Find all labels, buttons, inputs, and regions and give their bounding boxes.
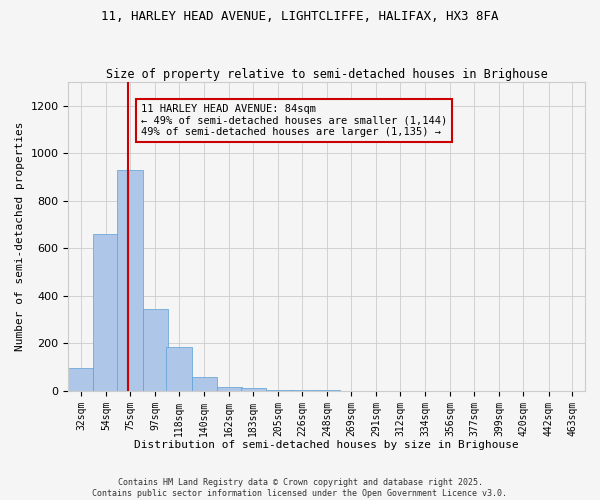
Bar <box>118 170 143 391</box>
Bar <box>217 388 242 391</box>
Y-axis label: Number of semi-detached properties: Number of semi-detached properties <box>15 122 25 352</box>
Bar <box>68 368 94 391</box>
Title: Size of property relative to semi-detached houses in Brighouse: Size of property relative to semi-detach… <box>106 68 548 81</box>
Text: 11, HARLEY HEAD AVENUE, LIGHTCLIFFE, HALIFAX, HX3 8FA: 11, HARLEY HEAD AVENUE, LIGHTCLIFFE, HAL… <box>101 10 499 23</box>
Text: Contains HM Land Registry data © Crown copyright and database right 2025.
Contai: Contains HM Land Registry data © Crown c… <box>92 478 508 498</box>
Bar <box>143 309 167 391</box>
Bar <box>166 347 191 391</box>
X-axis label: Distribution of semi-detached houses by size in Brighouse: Distribution of semi-detached houses by … <box>134 440 519 450</box>
Bar <box>290 390 315 391</box>
Bar <box>266 390 291 391</box>
Text: 11 HARLEY HEAD AVENUE: 84sqm
← 49% of semi-detached houses are smaller (1,144)
4: 11 HARLEY HEAD AVENUE: 84sqm ← 49% of se… <box>141 104 447 137</box>
Bar <box>241 388 266 391</box>
Bar <box>94 234 119 391</box>
Bar <box>191 376 217 391</box>
